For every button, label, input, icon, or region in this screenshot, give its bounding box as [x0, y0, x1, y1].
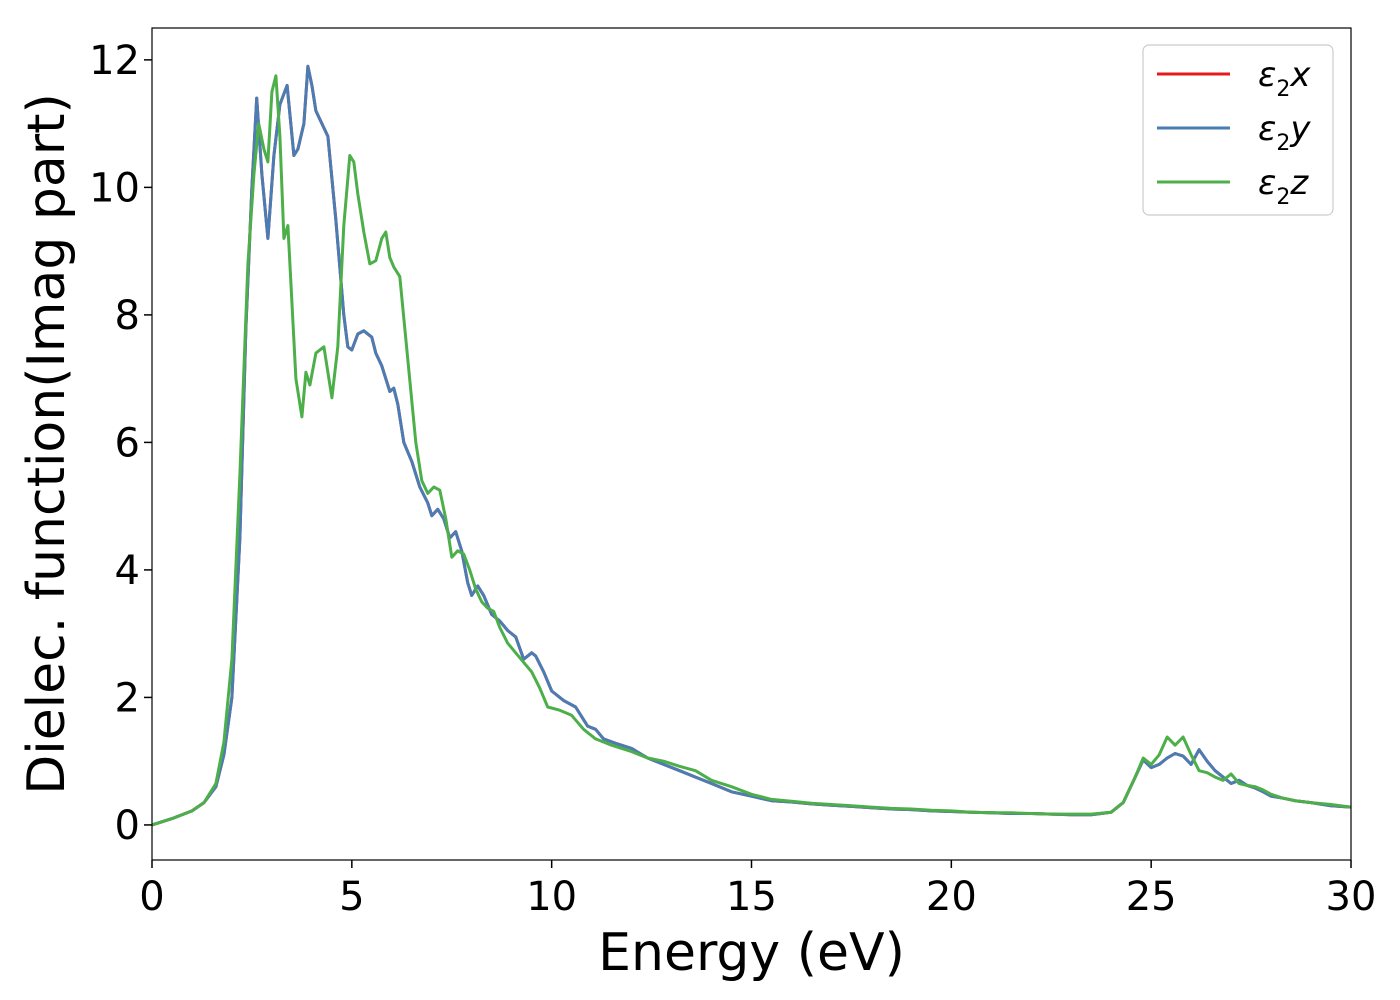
x-tick-label: 30 [1326, 874, 1377, 920]
series-line-y [152, 64, 1351, 827]
y-tick-label: 8 [115, 293, 140, 339]
y-tick-label: 0 [115, 803, 140, 849]
x-tick-label: 15 [726, 874, 777, 920]
legend-label-x: ε2x [1258, 55, 1311, 102]
legend-box [1142, 44, 1334, 216]
x-axis-title: Energy (eV) [598, 923, 905, 983]
series-line-z [152, 74, 1351, 827]
y-tick-label: 4 [115, 548, 140, 594]
x-tick-label: 20 [926, 874, 977, 920]
x-tick-label: 25 [1126, 874, 1177, 920]
x-tick-label: 0 [139, 874, 164, 920]
y-axis: 0 2 4 6 8 10 12 [89, 38, 152, 849]
y-tick-label: 10 [89, 165, 140, 211]
y-tick-label: 2 [115, 675, 140, 721]
y-tick-label: 12 [89, 38, 140, 84]
series-lines [152, 64, 1351, 827]
y-axis-title: Dielec. function(Imag part) [17, 93, 77, 795]
legend-label-z: ε2z [1258, 163, 1309, 210]
x-tick-label: 5 [339, 874, 364, 920]
x-tick-label: 10 [526, 874, 577, 920]
legend: ε2x ε2y ε2z [1142, 44, 1334, 216]
y-tick-label: 6 [115, 420, 140, 466]
legend-label-y: ε2y [1258, 109, 1311, 156]
x-axis: 0 5 10 15 20 25 30 [139, 860, 1376, 920]
